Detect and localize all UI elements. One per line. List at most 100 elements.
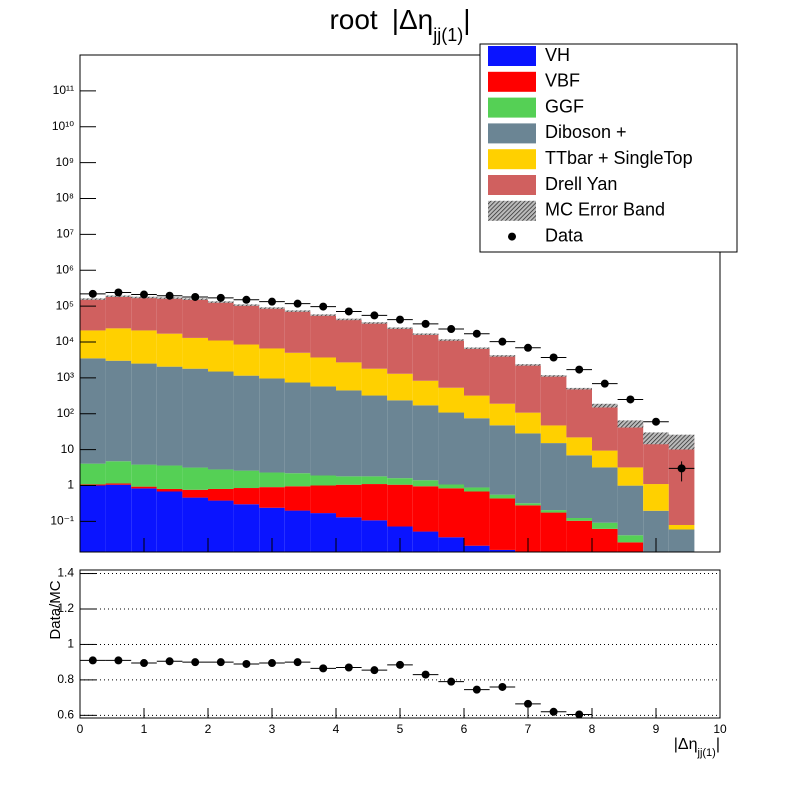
stack-bar	[489, 549, 516, 552]
stack-bar	[182, 337, 208, 369]
error-band	[592, 403, 618, 408]
data-point	[447, 325, 456, 334]
data-point	[626, 395, 635, 404]
error-band	[387, 327, 413, 329]
stack-bar	[284, 510, 311, 552]
error-band	[310, 314, 336, 316]
stack-bar	[233, 504, 260, 552]
stack-bar	[131, 464, 157, 487]
stack-bar	[105, 328, 132, 361]
stack-bar	[412, 531, 439, 552]
stack-bar	[668, 440, 695, 525]
x-label-suffix: |	[716, 736, 720, 753]
stack-bar	[156, 366, 183, 466]
data-point	[549, 353, 558, 362]
error-band	[643, 432, 669, 445]
stack-bar	[489, 425, 516, 495]
stack-bar	[387, 400, 413, 479]
y-tick-label: 1.4	[57, 566, 74, 580]
stack-bar	[361, 395, 388, 477]
legend: VH VBF GGF Diboson + TTbar + SingleTop Drell …	[488, 45, 693, 245]
stack-bar	[259, 307, 285, 349]
legend-label: Diboson +	[545, 122, 627, 142]
stack-bar	[361, 322, 388, 369]
data-point	[242, 295, 251, 304]
error-band	[259, 307, 285, 309]
stack-bar	[515, 412, 541, 434]
stack-bar	[284, 352, 311, 383]
data-point	[396, 315, 404, 324]
title-symbol: |Δη	[392, 4, 434, 35]
stack-bar	[233, 344, 260, 376]
stack-bar	[80, 358, 106, 464]
data-point	[652, 417, 660, 426]
stack-bar	[464, 347, 490, 396]
ratio-point	[421, 670, 430, 679]
stack-bar	[566, 437, 592, 456]
ratio-point	[165, 657, 174, 666]
error-band	[540, 375, 567, 377]
ratio-area	[80, 656, 592, 718]
stack-bar	[387, 478, 413, 485]
stack-bar	[412, 333, 439, 381]
x-axis-label: |Δηjj(1)|	[674, 736, 720, 759]
stack-bar	[617, 542, 644, 552]
ratio-point	[524, 699, 532, 708]
stack-bar	[80, 298, 106, 331]
error-band	[80, 298, 106, 300]
data-point	[575, 365, 584, 374]
legend-swatch	[488, 97, 536, 118]
data-point	[677, 464, 686, 473]
x-tick-label: 3	[269, 722, 276, 736]
stack-area	[80, 288, 695, 552]
ratio-point	[396, 660, 404, 669]
error-band	[412, 333, 439, 335]
stack-bar	[489, 355, 516, 404]
stack-bar	[156, 488, 183, 492]
y-tick-label: 10⁴	[55, 334, 74, 348]
data-point	[421, 319, 430, 328]
stack-bar	[489, 498, 516, 550]
stack-bar	[361, 476, 388, 485]
stack-bar	[668, 529, 695, 552]
stack-bar	[361, 368, 388, 396]
stack-bar	[617, 485, 644, 536]
stack-bar	[515, 433, 541, 504]
x-tick-label: 8	[589, 722, 596, 736]
data-point	[268, 297, 276, 306]
stack-bar	[80, 485, 106, 552]
error-band	[668, 434, 695, 450]
stack-bar	[208, 500, 234, 552]
stack-bar	[131, 486, 157, 489]
stack-bar	[438, 537, 464, 552]
stack-bar	[131, 363, 157, 465]
stack-bar	[566, 518, 592, 521]
stack-bar	[182, 489, 208, 498]
legend-swatch	[488, 175, 536, 195]
stack-bar	[438, 339, 464, 388]
error-band	[284, 310, 311, 312]
stack-bar	[515, 503, 541, 506]
y-tick-label: 10⁸	[56, 191, 74, 205]
y-tick-label: 10	[61, 442, 75, 456]
stack-bar	[540, 512, 567, 552]
data-point	[600, 379, 609, 388]
stack-bar	[105, 461, 132, 484]
data-point	[344, 307, 353, 316]
stack-bar	[566, 388, 592, 438]
legend-label: VH	[545, 45, 570, 65]
stack-bar	[156, 465, 183, 489]
stack-bar	[540, 443, 567, 511]
y-tick-label: 1	[67, 637, 74, 651]
stack-bar	[182, 298, 208, 338]
stack-bar	[284, 310, 311, 353]
stack-bar	[310, 485, 336, 514]
ratio-point	[472, 685, 481, 694]
stack-bar	[643, 484, 669, 511]
x-tick-label: 4	[333, 722, 340, 736]
error-band	[489, 355, 516, 357]
ratio-point	[319, 664, 328, 673]
stack-bar	[336, 476, 362, 485]
